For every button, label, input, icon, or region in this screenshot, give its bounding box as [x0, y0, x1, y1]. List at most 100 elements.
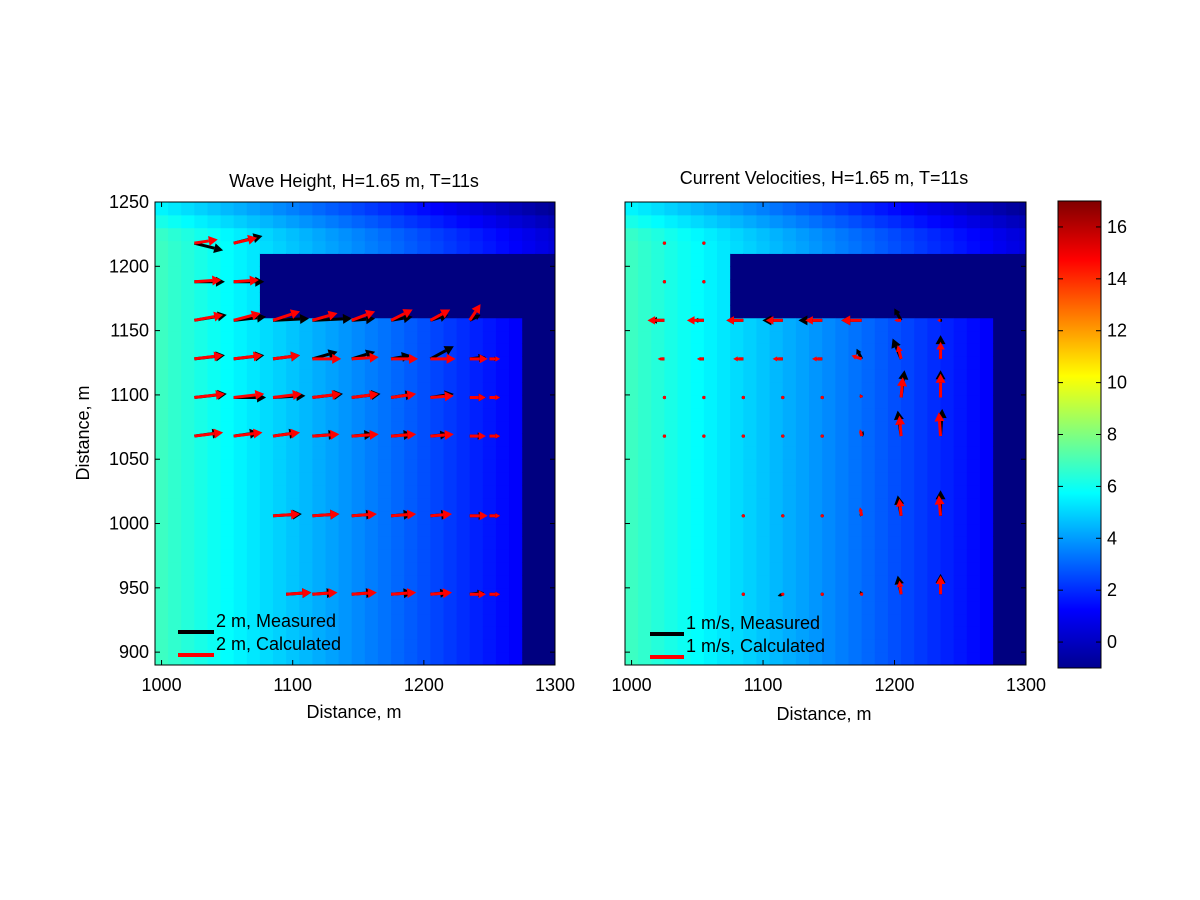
depth-cell	[874, 420, 889, 434]
depth-cell	[822, 549, 836, 563]
depth-cell	[430, 202, 445, 216]
depth-cell	[338, 394, 353, 409]
depth-cell	[861, 549, 876, 563]
depth-cell	[651, 420, 665, 434]
depth-cell	[548, 626, 556, 640]
depth-cell	[286, 394, 300, 409]
depth-cell	[194, 639, 208, 653]
depth-cell	[1019, 304, 1027, 319]
depth-cell	[795, 407, 810, 422]
depth-cell	[940, 536, 955, 550]
depth-cell	[730, 382, 744, 396]
depth-cell	[482, 253, 497, 267]
current-velocities-legend: 1 m/s, Measured 1 m/s, Calculated	[650, 613, 825, 659]
depth-cell	[456, 652, 471, 666]
depth-cell	[233, 253, 248, 267]
depth-cell	[638, 510, 652, 525]
depth-cell	[259, 356, 274, 370]
depth-cell	[181, 613, 195, 627]
depth-cell	[901, 279, 915, 293]
depth-cell	[456, 407, 471, 422]
depth-cell	[430, 600, 445, 615]
depth-cell	[848, 382, 863, 396]
depth-cell	[730, 652, 744, 666]
depth-cell	[351, 510, 366, 525]
depth-cell	[901, 523, 915, 537]
depth-cell	[168, 292, 182, 306]
depth-cell	[469, 600, 484, 615]
depth-cell	[993, 240, 1007, 254]
depth-cell	[417, 382, 431, 396]
depth-cell	[456, 459, 471, 473]
depth-cell	[625, 433, 639, 447]
depth-cell	[795, 433, 810, 447]
depth-cell	[822, 472, 836, 486]
depth-cell	[703, 420, 718, 434]
depth-cell	[966, 304, 981, 319]
depth-cell	[677, 369, 692, 383]
depth-cell	[391, 484, 405, 499]
depth-cell	[953, 369, 968, 383]
depth-cell	[940, 343, 955, 357]
depth-cell	[482, 407, 497, 422]
depth-cell	[495, 484, 510, 499]
depth-cell	[246, 472, 261, 486]
depth-cell	[364, 446, 379, 460]
depth-cell	[730, 472, 744, 486]
depth-cell	[351, 600, 366, 615]
y-tick-label: 950	[119, 578, 149, 598]
depth-cell	[273, 227, 287, 242]
depth-cell	[730, 549, 744, 563]
depth-cell	[940, 214, 955, 229]
depth-cell	[677, 574, 692, 589]
depth-cell	[887, 510, 902, 525]
depth-cell	[914, 433, 928, 447]
depth-cell	[456, 304, 471, 319]
depth-cell	[743, 369, 757, 383]
depth-cell	[993, 369, 1007, 383]
depth-cell	[325, 253, 340, 267]
depth-cell	[743, 652, 757, 666]
depth-cell	[522, 304, 536, 319]
depth-cell	[312, 549, 326, 563]
depth-cell	[312, 562, 326, 576]
depth-cell	[522, 574, 536, 589]
depth-cell	[312, 343, 326, 357]
depth-cell	[377, 446, 392, 460]
depth-cell	[548, 369, 556, 383]
depth-cell	[730, 446, 744, 460]
depth-cell	[469, 369, 484, 383]
depth-cell	[651, 330, 665, 344]
depth-cell	[286, 214, 300, 229]
depth-cell	[469, 562, 484, 576]
depth-cell	[756, 214, 771, 229]
depth-cell	[155, 459, 169, 473]
depth-cell	[155, 266, 169, 280]
depth-cell	[168, 613, 182, 627]
depth-cell	[233, 484, 248, 499]
depth-cell	[835, 587, 850, 602]
depth-cell	[730, 420, 744, 434]
depth-cell	[822, 459, 836, 473]
depth-cell	[351, 407, 366, 422]
depth-cell	[312, 523, 326, 537]
depth-cell	[651, 266, 665, 280]
depth-cell	[286, 549, 300, 563]
x-tick-label: 1200	[875, 675, 915, 695]
depth-cell	[651, 613, 665, 627]
depth-cell	[861, 562, 876, 576]
depth-cell	[782, 562, 797, 576]
depth-cell	[286, 266, 300, 280]
depth-cell	[456, 369, 471, 383]
depth-cell	[351, 382, 366, 396]
depth-cell	[822, 613, 836, 627]
depth-cell	[703, 459, 718, 473]
depth-cell	[993, 266, 1007, 280]
depth-cell	[391, 639, 405, 653]
depth-cell	[286, 317, 300, 332]
depth-cell	[259, 330, 274, 344]
depth-cell	[417, 562, 431, 576]
depth-cell	[966, 484, 981, 499]
depth-cell	[809, 613, 823, 627]
